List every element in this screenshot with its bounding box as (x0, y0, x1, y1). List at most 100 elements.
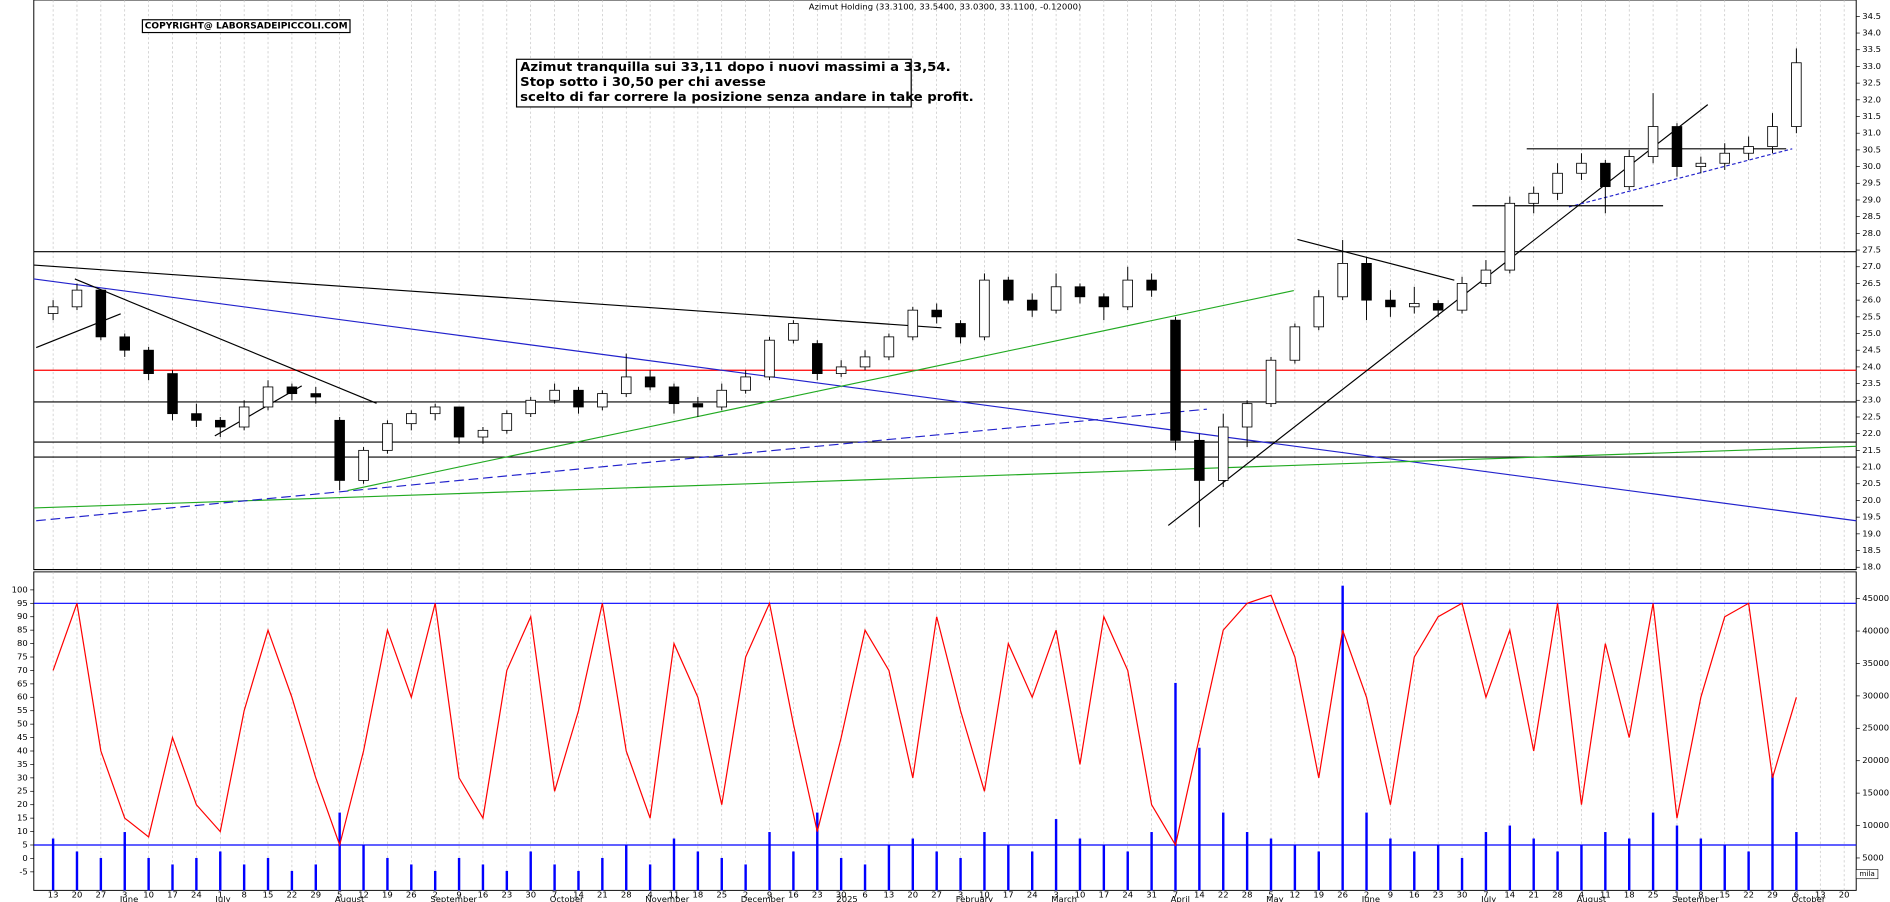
candle-body (1480, 269, 1492, 284)
candle-body (1170, 319, 1181, 441)
y-tick-label: 32.0 (1862, 94, 1881, 104)
x-tick-label: 1 (1674, 890, 1679, 900)
oscillator-tick-label: 5 (22, 840, 27, 850)
volume-bar (1484, 832, 1488, 891)
volume-bar (123, 832, 126, 891)
unit-label: mila (1859, 869, 1874, 878)
y-tick-label: 29.5 (1862, 178, 1881, 188)
y-tick-label: 21.5 (1862, 445, 1881, 455)
volume-tick-label: 25000 (1862, 723, 1889, 733)
volume-bar (1771, 773, 1774, 891)
x-tick-label: 29 (1767, 890, 1778, 900)
volume-bar (266, 857, 270, 891)
volume-bar (1317, 851, 1320, 891)
volume-bar (911, 838, 915, 891)
x-tick-label: 28 (621, 890, 632, 900)
x-tick-label: 16 (1409, 890, 1420, 900)
volume-bar (1245, 832, 1249, 891)
volume-tick-label: 10000 (1862, 820, 1889, 830)
candle-body (191, 413, 202, 421)
volume-bar (242, 864, 246, 891)
y-tick-label: 22.5 (1862, 412, 1881, 422)
volume-bar (1198, 747, 1201, 891)
candle-body (286, 386, 298, 395)
candle-body (1767, 126, 1778, 147)
volume-bar (1413, 851, 1416, 891)
x-tick-label: 30 (525, 890, 536, 900)
candle-body (382, 423, 393, 451)
volume-bar (1054, 819, 1058, 891)
x-tick-label: 5 (337, 890, 342, 900)
volume-bar (219, 851, 222, 891)
candle-body (1456, 283, 1468, 311)
x-tick-label: 13 (48, 890, 59, 900)
x-tick-label: 5 (1268, 890, 1273, 900)
x-tick-label: 19 (1313, 890, 1324, 900)
y-tick-label: 25.0 (1862, 328, 1881, 338)
x-tick-label: 11 (1600, 890, 1611, 900)
y-tick-label: 29.0 (1862, 195, 1881, 205)
y-tick-label: 31.0 (1862, 128, 1881, 138)
candle-body (143, 349, 154, 374)
candle-body (1528, 192, 1539, 204)
volume-bar (648, 864, 652, 891)
candle-body (406, 413, 417, 425)
volume-tick-label: 5000 (1862, 853, 1883, 863)
candle-body (1719, 152, 1730, 164)
x-tick-label: 12 (1290, 890, 1301, 900)
oscillator-tick-label: -5 (19, 866, 27, 876)
oscillator-tick-label: 0 (22, 853, 27, 863)
oscillator-tick-label: 45 (17, 732, 28, 742)
y-tick-label: 28.0 (1862, 228, 1881, 238)
volume-bar (386, 857, 389, 891)
volume-bar (433, 870, 437, 891)
y-tick-label: 24.0 (1862, 362, 1881, 372)
annotation-line: Stop sotto i 30,50 per chi avesse (520, 75, 766, 90)
y-tick-label: 21.0 (1862, 462, 1881, 472)
candle-body (668, 386, 680, 405)
candle-body (812, 343, 823, 374)
x-tick-label: 18 (1624, 890, 1635, 900)
candle-body (501, 413, 513, 431)
volume-bar (553, 864, 556, 891)
candle-body (429, 406, 441, 415)
candle-body (1337, 263, 1348, 298)
volume-bar (577, 870, 580, 891)
oscillator-tick-label: 80 (17, 638, 28, 648)
candle-body (1385, 299, 1396, 308)
candle-body (525, 399, 536, 415)
candle-body (1743, 146, 1754, 154)
volume-bar (839, 857, 843, 891)
x-tick-label: 7 (1483, 890, 1488, 900)
candle-body (119, 336, 130, 351)
x-tick-label: 1 (218, 890, 223, 900)
volume-bar (147, 857, 150, 891)
volume-bar (1365, 812, 1368, 891)
y-tick-label: 26.5 (1862, 278, 1881, 288)
x-tick-label: 14 (573, 890, 584, 900)
month-label: September (1672, 894, 1719, 902)
candle-body (788, 323, 799, 341)
month-label: August (1577, 894, 1607, 902)
y-tick-label: 18.0 (1862, 562, 1881, 572)
candle-body (1003, 279, 1014, 301)
candle-body (1313, 296, 1325, 328)
oscillator-tick-label: 25 (17, 786, 28, 796)
candle-body (883, 336, 895, 358)
y-tick-label: 34.0 (1862, 28, 1881, 38)
candle-body (215, 419, 226, 428)
volume-bar (601, 857, 604, 891)
volume-bar (1030, 851, 1034, 891)
volume-bar (51, 838, 55, 891)
x-tick-label: 10 (979, 890, 990, 900)
candle-body (310, 393, 322, 398)
x-tick-label: 17 (167, 890, 178, 900)
volume-bar (935, 851, 938, 891)
volume-bar (1628, 838, 1631, 891)
volume-bar (362, 844, 365, 891)
x-tick-label: 29 (310, 890, 321, 900)
candle-body (859, 356, 871, 368)
volume-bar (816, 812, 819, 891)
volume-bar (983, 832, 986, 891)
volume-bar (1102, 844, 1106, 891)
